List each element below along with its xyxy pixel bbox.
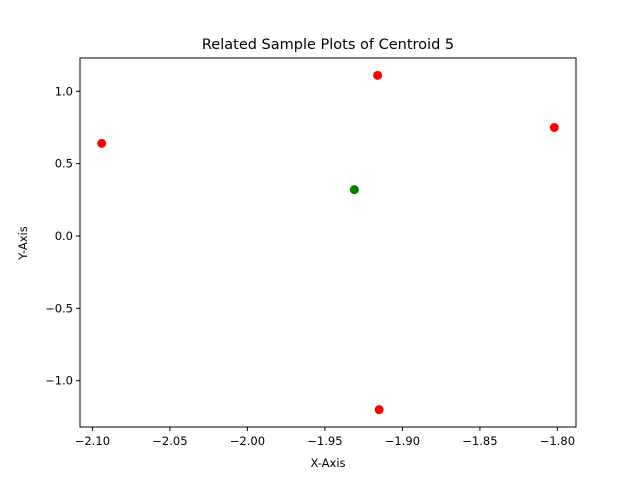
y-tick-label: 0.5 bbox=[55, 157, 73, 171]
y-axis-label: Y-Axis bbox=[16, 226, 30, 260]
data-point bbox=[373, 70, 383, 80]
data-point bbox=[349, 185, 359, 195]
data-point bbox=[97, 138, 107, 148]
x-axis-ticks: −2.10 −2.05 −2.00 −1.95 −1.90 −1.85 −1.80 bbox=[75, 427, 575, 448]
x-tick-label: −1.90 bbox=[385, 434, 420, 448]
y-tick-label: −1.0 bbox=[45, 374, 73, 388]
x-tick-label: −2.10 bbox=[75, 434, 110, 448]
x-tick-label: −1.95 bbox=[307, 434, 342, 448]
x-tick-label: −2.05 bbox=[152, 434, 187, 448]
x-tick-label: −2.00 bbox=[230, 434, 265, 448]
x-axis-label: X-Axis bbox=[310, 456, 345, 470]
chart-title: Related Sample Plots of Centroid 5 bbox=[202, 37, 454, 53]
y-tick-label: −0.5 bbox=[45, 301, 73, 315]
y-tick-label: 1.0 bbox=[55, 84, 73, 98]
data-point bbox=[549, 122, 559, 132]
x-tick-label: −1.85 bbox=[462, 434, 497, 448]
y-axis-ticks: −1.0 −0.5 0.0 0.5 1.0 bbox=[45, 84, 80, 388]
x-tick-label: −1.80 bbox=[540, 434, 575, 448]
y-tick-label: 0.0 bbox=[55, 229, 73, 243]
axes-frame bbox=[79, 57, 577, 428]
points-layer bbox=[97, 70, 559, 415]
data-point bbox=[374, 405, 384, 415]
